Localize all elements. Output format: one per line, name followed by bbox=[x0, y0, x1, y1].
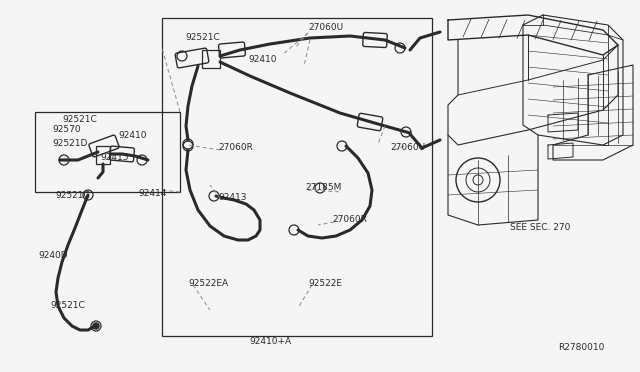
Text: 92414: 92414 bbox=[138, 189, 166, 198]
Bar bbox=[96, 146, 110, 164]
Text: 92521D: 92521D bbox=[52, 138, 88, 148]
Text: 92410+A: 92410+A bbox=[249, 337, 291, 346]
Text: 27185M: 27185M bbox=[305, 183, 341, 192]
Text: 92522E: 92522E bbox=[308, 279, 342, 288]
Text: 92522EA: 92522EA bbox=[188, 279, 228, 288]
Text: SEE SEC. 270: SEE SEC. 270 bbox=[510, 224, 570, 232]
Text: 92521C: 92521C bbox=[185, 33, 220, 42]
Text: 9240D: 9240D bbox=[38, 250, 68, 260]
Bar bbox=[35, 112, 180, 192]
Text: 92413: 92413 bbox=[218, 193, 246, 202]
Text: 92415: 92415 bbox=[100, 154, 129, 163]
Text: 92521C: 92521C bbox=[55, 190, 90, 199]
Text: 92410: 92410 bbox=[118, 131, 147, 140]
Text: 92521C: 92521C bbox=[50, 301, 84, 310]
Bar bbox=[202, 50, 220, 68]
Text: 92570: 92570 bbox=[52, 125, 81, 135]
Text: 92410: 92410 bbox=[248, 55, 276, 64]
Circle shape bbox=[93, 323, 99, 329]
Text: 27060U: 27060U bbox=[390, 144, 425, 153]
Text: 27060U: 27060U bbox=[308, 23, 343, 32]
Text: R2780010: R2780010 bbox=[558, 343, 604, 353]
Text: 27060R: 27060R bbox=[218, 144, 253, 153]
Text: 92521C: 92521C bbox=[62, 115, 97, 125]
Bar bbox=[162, 18, 432, 336]
Text: 27060R: 27060R bbox=[332, 215, 367, 224]
